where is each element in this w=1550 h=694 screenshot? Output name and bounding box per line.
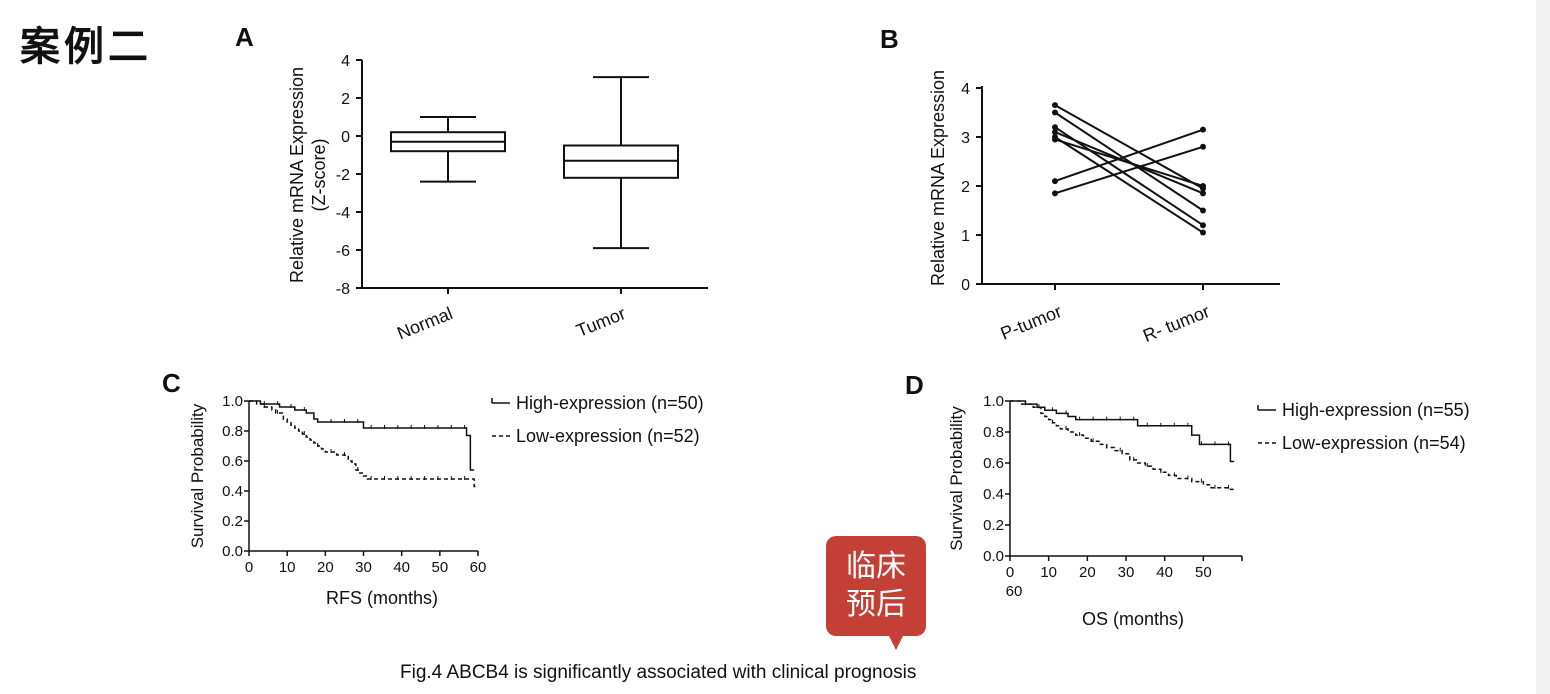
chart-b-x-tick-label: R- tumor — [1140, 301, 1212, 346]
chart-b-point — [1200, 190, 1206, 197]
chart-b-pair-line — [1054, 136, 1204, 234]
chart-c-y-tick-label: 1.0 — [222, 393, 243, 410]
badge-line-2: 预后 — [846, 588, 906, 621]
chart-b-y-tick-label: 4 — [961, 81, 970, 98]
chart-a-y-tick-label: 0 — [341, 129, 350, 146]
chart-d-legend-label: High-expression (n=55) — [1282, 400, 1470, 420]
chart-c-y-tick-label: 0.6 — [222, 453, 243, 470]
chart-c-x-tick-label: 20 — [317, 559, 334, 576]
chart-b-y-tick-label: 3 — [961, 130, 970, 147]
chart-c-y-tick-label: 0.2 — [222, 513, 243, 530]
chart-c-legend-label: High-expression (n=50) — [516, 393, 704, 413]
chart-b-point — [1052, 190, 1058, 197]
chart-c-x-tick-label: 60 — [470, 559, 487, 576]
chart-d-x-tick-label: 30 — [1118, 564, 1135, 581]
chart-b-point — [1200, 143, 1206, 150]
panel-label-b: B — [880, 24, 899, 54]
chart-c-legend-label: Low-expression (n=52) — [516, 426, 700, 446]
chart-b-pair-line — [1054, 104, 1204, 190]
chart-c-x-tick-label: 40 — [393, 559, 410, 576]
chart-d-y-tick-label: 0.6 — [983, 455, 1004, 472]
chart-b-point — [1052, 178, 1058, 185]
chart-d-y-tick-label: 0.2 — [983, 517, 1004, 534]
chart-b-x-tick-label: P-tumor — [998, 301, 1065, 344]
chart-c-x-label: RFS (months) — [326, 588, 438, 608]
chart-d-x-tick-label: 60 — [1006, 583, 1023, 600]
chart-c-y-tick-label: 0.4 — [222, 483, 243, 500]
figure-caption: Fig.4 ABCB4 is significantly associated … — [400, 662, 917, 683]
chart-c-x-tick-label: 10 — [279, 559, 296, 576]
panel-label-a: A — [235, 22, 254, 52]
chart-d-x-tick-label: 50 — [1195, 564, 1212, 581]
chart-a-x-tick-label: Normal — [394, 303, 455, 343]
chart-a-y-tick-label: -8 — [336, 281, 350, 298]
chart-b-y-tick-label: 1 — [961, 228, 970, 245]
chart-a-y-tick-label: -6 — [336, 243, 350, 260]
chart-b-pair-line — [1054, 128, 1204, 183]
chart-b-point — [1052, 102, 1058, 109]
chart-b-point — [1200, 229, 1206, 236]
chart-a-boxplot: 4 2 0 -2 -4 -6 -8 Normal Tumor Relative mRNA Expr… — [287, 53, 708, 343]
chart-a-y-tick-label: -2 — [336, 167, 350, 184]
chart-b-pair-line — [1054, 145, 1204, 195]
chart-d-legend-label: Low-expression (n=54) — [1282, 433, 1466, 453]
chart-c-x-tick-label: 30 — [355, 559, 372, 576]
chart-c-y-tick-label: 0.0 — [222, 543, 243, 560]
chart-d-y-label: Survival Probability — [947, 406, 966, 551]
chart-c-km-rfs: 1.0 0.8 0.6 0.4 0.2 0.00 10 20 30 40 50 60 Survival … — [188, 393, 704, 608]
slide-title: 案例二 — [20, 23, 152, 70]
chart-d-x-label: OS (months) — [1082, 609, 1184, 629]
chart-d-x-tick-label: 0 — [1006, 564, 1014, 581]
chart-b-point — [1200, 126, 1206, 133]
chart-d-curve-low — [1010, 400, 1235, 491]
chart-c-curve-low — [249, 400, 478, 488]
chart-d-y-tick-label: 0.0 — [983, 548, 1004, 565]
chart-b-point — [1200, 183, 1206, 189]
chart-d-y-tick-label: 0.4 — [983, 486, 1004, 503]
right-scroll-strip — [1536, 0, 1550, 694]
chart-d-x-tick-label: 40 — [1156, 564, 1173, 581]
chart-a-y-tick-label: 2 — [341, 91, 350, 108]
chart-b-point — [1052, 129, 1058, 136]
badge-line-1: 临床 — [846, 550, 906, 583]
chart-c-x-tick-label: 50 — [431, 559, 448, 576]
chart-a-y-tick-label: 4 — [341, 53, 350, 70]
chart-d-y-tick-label: 0.8 — [983, 424, 1004, 441]
chart-b-point — [1052, 124, 1058, 131]
chart-b-y-tick-label: 0 — [961, 277, 970, 294]
panel-label-d: D — [905, 370, 924, 400]
chart-b-point — [1200, 207, 1206, 214]
chart-a-y-tick-label: -4 — [336, 205, 350, 222]
chart-b-paired-line: 4 3 2 1 0 P-tumor R- tumor Relative mRNA Expres… — [928, 70, 1280, 346]
panel-label-c: C — [162, 368, 181, 398]
chart-a-x-tick-label: Tumor — [573, 303, 628, 341]
chart-c-curve-high — [249, 400, 475, 471]
chart-d-curve-high — [1010, 400, 1235, 463]
chart-b-point — [1052, 136, 1058, 143]
chart-a-y-label-line: (Z-score) — [309, 139, 329, 212]
chart-b-pair-line — [1054, 138, 1204, 187]
chart-d-x-tick-label: 10 — [1040, 564, 1057, 581]
chart-c-y-tick-label: 0.8 — [222, 423, 243, 440]
chart-b-point — [1200, 222, 1206, 229]
chart-c-y-label: Survival Probability — [188, 403, 207, 548]
chart-a-y-label-line: Relative mRNA Expression — [287, 67, 307, 283]
chart-b-y-label: Relative mRNA Expression — [928, 70, 948, 286]
chart-c-x-tick-label: 0 — [245, 559, 253, 576]
chart-d-y-tick-label: 1.0 — [983, 393, 1004, 410]
chart-d-km-os: 1.0 0.8 0.6 0.4 0.2 0.00 10 20 30 40 50 60 Survival … — [947, 393, 1470, 629]
clinical-prognosis-badge: 临床 预后 — [826, 536, 926, 650]
chart-b-point — [1052, 109, 1058, 116]
chart-b-pair-line — [1054, 126, 1204, 227]
chart-b-pair-line — [1054, 111, 1204, 212]
chart-d-x-tick-label: 20 — [1079, 564, 1096, 581]
chart-b-y-tick-label: 2 — [961, 179, 970, 196]
chart-a-y-label: Relative mRNA Expression (Z-score) — [287, 67, 329, 283]
